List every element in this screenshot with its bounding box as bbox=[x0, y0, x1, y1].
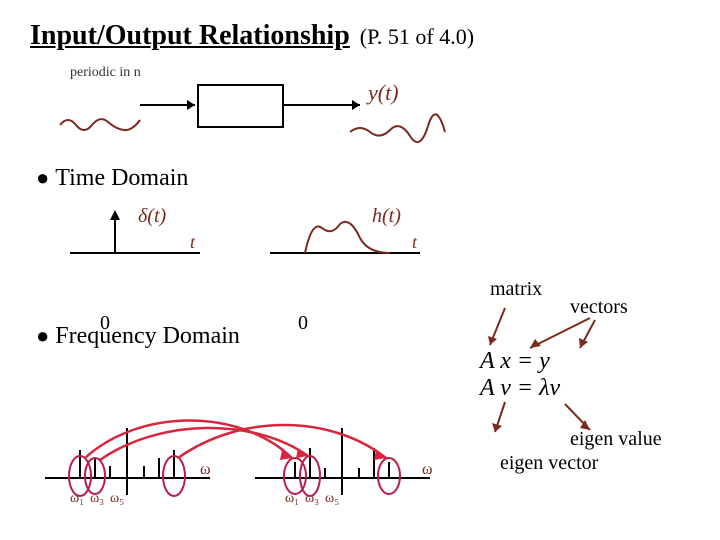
zero-left: 0 bbox=[100, 312, 110, 335]
eigval-label: eigen value bbox=[570, 428, 662, 451]
input-signal-icon bbox=[60, 119, 140, 130]
periodic-label: periodic in n bbox=[70, 65, 141, 80]
omega-l: ω bbox=[200, 461, 211, 478]
time-domain-diagram: δ(t) t h(t) t bbox=[60, 198, 480, 278]
y-label: y(t) bbox=[366, 80, 399, 105]
output-signal-icon bbox=[350, 114, 445, 142]
eq-line1: A x = y bbox=[480, 348, 560, 375]
delta-label: δ(t) bbox=[138, 205, 167, 227]
slide-root: Input/Output Relationship (P. 51 of 4.0)… bbox=[30, 20, 690, 520]
w3l: ω₃ bbox=[90, 491, 104, 506]
arrow-in-head bbox=[187, 100, 195, 110]
bullet-dot-icon: ● bbox=[36, 323, 49, 348]
delta-arrowhead bbox=[110, 210, 120, 220]
h-label: h(t) bbox=[372, 205, 401, 227]
bullet-time-label: Time Domain bbox=[55, 165, 188, 191]
eq1-rhs: y bbox=[539, 348, 550, 374]
h-t-label: t bbox=[412, 232, 418, 252]
w5l: ω₅ bbox=[110, 491, 124, 506]
bullet-dot-icon: ● bbox=[36, 165, 49, 190]
bullet-time: ●Time Domain bbox=[36, 165, 690, 192]
w1r: ω₁ bbox=[285, 491, 299, 506]
eq1-lhs: A x bbox=[480, 348, 511, 374]
zero-right: 0 bbox=[298, 312, 308, 335]
arrow-out-head bbox=[352, 100, 360, 110]
title-line: Input/Output Relationship (P. 51 of 4.0) bbox=[30, 20, 690, 52]
w3r: ω₃ bbox=[305, 491, 319, 506]
page-ref: (P. 51 of 4.0) bbox=[360, 24, 474, 49]
w1l: ω₁ bbox=[70, 491, 84, 506]
eq1-eq: = bbox=[517, 348, 533, 374]
page-title: Input/Output Relationship bbox=[30, 20, 350, 51]
w5r: ω₅ bbox=[325, 491, 339, 506]
system-box bbox=[198, 85, 283, 127]
delta-t-label: t bbox=[190, 232, 196, 252]
freq-spectra: ω₁ ω₃ ω₅ ω ω₁ ω₃ ω₅ ω bbox=[30, 400, 460, 520]
bullet-freq-label: Frequency Domain bbox=[55, 323, 240, 349]
eigvec-label: eigen vector bbox=[500, 452, 598, 475]
io-block-diagram: periodic in n y(t) bbox=[50, 60, 450, 150]
omega-r: ω bbox=[422, 461, 433, 478]
